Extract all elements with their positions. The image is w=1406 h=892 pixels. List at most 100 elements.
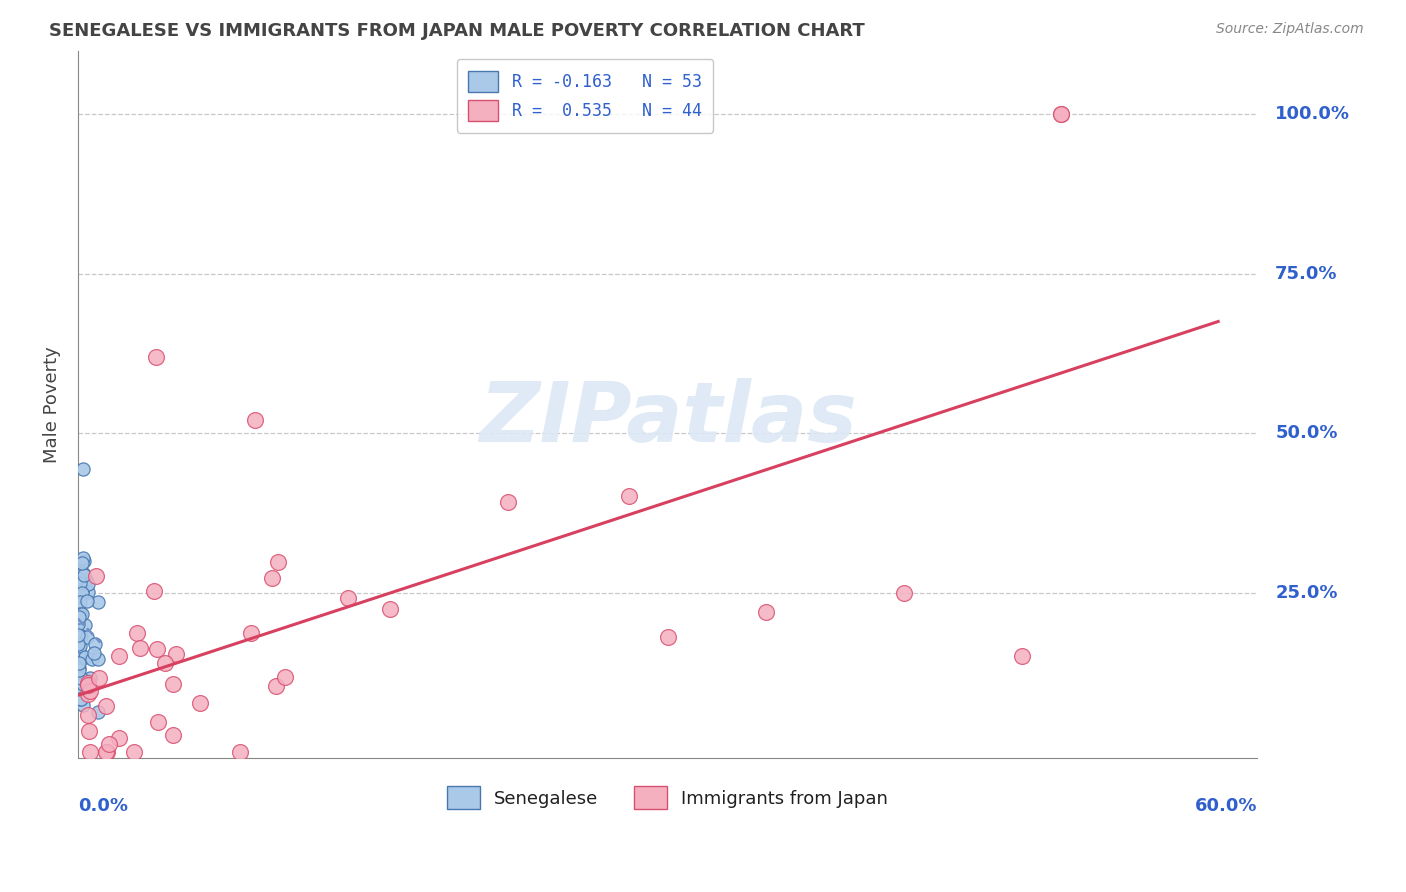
Point — [79, 683, 101, 698]
Point — [67, 610, 90, 624]
Point — [69, 639, 91, 653]
Point — [80, 651, 103, 665]
Point — [76, 675, 98, 690]
Point — [70, 607, 93, 621]
Text: 100.0%: 100.0% — [1275, 105, 1350, 123]
Point — [72, 557, 94, 571]
Text: ZIPatlas: ZIPatlas — [478, 378, 856, 459]
Point — [76, 630, 98, 644]
Point — [148, 714, 170, 729]
Point — [83, 646, 105, 660]
Point — [617, 489, 640, 503]
Point — [76, 687, 98, 701]
Point — [73, 568, 96, 582]
Point — [75, 673, 97, 688]
Point — [1050, 107, 1073, 121]
Point — [69, 691, 91, 706]
Point — [70, 671, 93, 685]
Point — [108, 731, 131, 745]
Point — [229, 745, 252, 759]
Point — [496, 495, 519, 509]
Point — [69, 576, 91, 591]
Point — [893, 585, 915, 599]
Point — [143, 583, 166, 598]
Point — [73, 649, 96, 664]
Point — [76, 577, 98, 591]
Point — [98, 737, 121, 751]
Point — [72, 566, 94, 581]
Point — [69, 607, 91, 622]
Point — [70, 586, 93, 600]
Point — [73, 618, 96, 632]
Point — [72, 551, 94, 566]
Point — [162, 728, 184, 742]
Text: 25.0%: 25.0% — [1275, 583, 1337, 601]
Point — [94, 745, 117, 759]
Point — [67, 602, 90, 616]
Point — [1011, 649, 1033, 664]
Point — [67, 628, 90, 642]
Point — [70, 629, 93, 643]
Point — [87, 595, 110, 609]
Point — [165, 647, 187, 661]
Point — [77, 585, 100, 599]
Point — [70, 692, 93, 706]
Point — [274, 670, 297, 684]
Point — [67, 656, 90, 670]
Point — [67, 617, 90, 632]
Text: 60.0%: 60.0% — [1195, 797, 1257, 815]
Point — [129, 641, 152, 656]
Point — [378, 601, 401, 615]
Point — [75, 573, 97, 587]
Text: 50.0%: 50.0% — [1275, 425, 1337, 442]
Point — [755, 605, 778, 619]
Point — [67, 661, 90, 675]
Point — [89, 672, 111, 686]
Point — [79, 723, 101, 738]
Point — [70, 569, 93, 583]
Point — [87, 652, 110, 666]
Point — [72, 698, 94, 713]
Point — [70, 583, 93, 598]
Point — [107, 648, 129, 663]
Point — [76, 707, 98, 722]
Point — [145, 350, 167, 364]
Point — [69, 595, 91, 609]
Point — [657, 630, 679, 644]
Point — [243, 413, 266, 427]
Text: 75.0%: 75.0% — [1275, 265, 1337, 283]
Point — [336, 591, 359, 606]
Point — [67, 628, 90, 642]
Point — [264, 680, 287, 694]
Point — [155, 656, 177, 670]
Point — [67, 644, 90, 658]
Point — [262, 571, 284, 585]
Point — [266, 555, 288, 569]
Point — [67, 582, 90, 596]
Point — [72, 677, 94, 691]
Point — [76, 677, 98, 691]
Point — [67, 682, 90, 697]
Point — [122, 745, 145, 759]
Text: Source: ZipAtlas.com: Source: ZipAtlas.com — [1216, 22, 1364, 37]
Point — [96, 745, 118, 759]
Point — [188, 696, 211, 710]
Point — [67, 582, 90, 597]
Point — [94, 699, 117, 714]
Point — [67, 572, 90, 586]
Point — [67, 648, 90, 663]
Point — [69, 580, 91, 594]
Legend: Senegalese, Immigrants from Japan: Senegalese, Immigrants from Japan — [440, 779, 896, 816]
Point — [84, 637, 107, 651]
Point — [79, 671, 101, 685]
Point — [127, 625, 149, 640]
Point — [73, 554, 96, 568]
Point — [67, 591, 90, 605]
Point — [76, 594, 98, 608]
Point — [72, 461, 94, 475]
Point — [79, 745, 101, 759]
Point — [84, 568, 107, 582]
Point — [67, 663, 90, 677]
Point — [240, 626, 263, 640]
Point — [86, 705, 108, 719]
